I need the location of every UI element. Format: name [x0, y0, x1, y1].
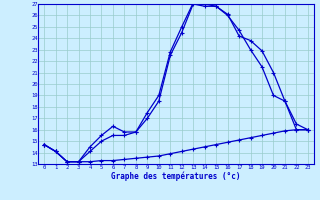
X-axis label: Graphe des températures (°c): Graphe des températures (°c) [111, 171, 241, 181]
